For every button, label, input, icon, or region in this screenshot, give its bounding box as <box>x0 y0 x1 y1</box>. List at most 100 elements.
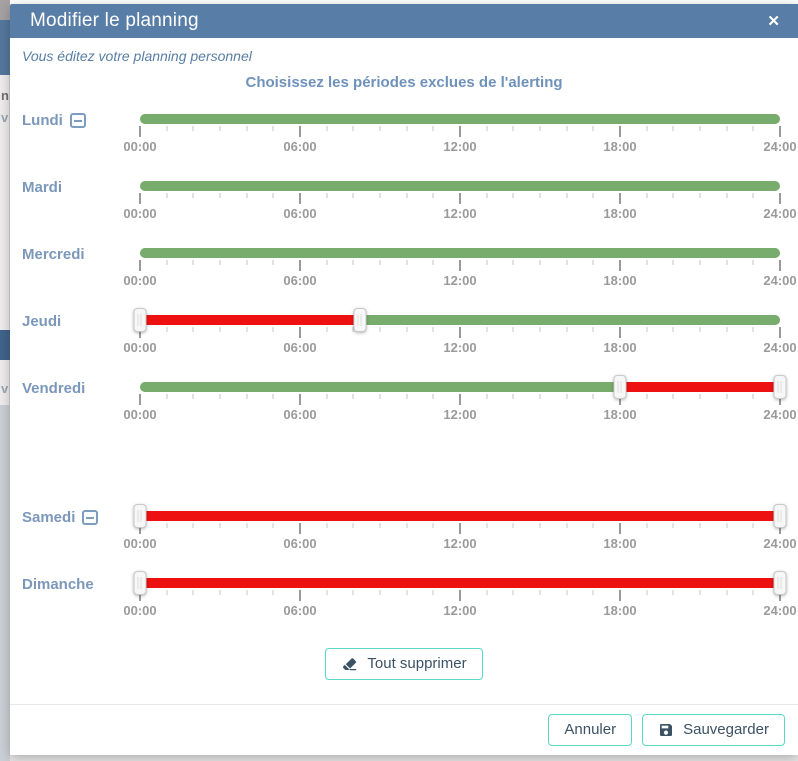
minor-tick <box>432 590 434 595</box>
minor-tick <box>326 394 328 399</box>
minor-tick <box>192 590 194 595</box>
minor-tick <box>512 260 514 265</box>
save-button[interactable]: Sauvegarder <box>642 714 785 746</box>
background-sidebar-edge <box>0 360 10 405</box>
minor-tick <box>539 327 541 332</box>
day-label: Lundi <box>22 112 63 129</box>
close-icon[interactable]: ✕ <box>767 12 780 30</box>
slider-handle[interactable] <box>133 308 147 332</box>
major-tick <box>139 590 141 601</box>
background-text-fragment: v <box>1 110 9 125</box>
time-tick-label: 00:00 <box>123 603 157 618</box>
day-label: Samedi <box>22 509 76 526</box>
edit-planning-modal: Modifier le planning ✕ Vous éditez votre… <box>10 4 798 755</box>
slider-handle[interactable] <box>613 375 627 399</box>
minor-tick <box>566 327 568 332</box>
minor-tick <box>726 590 728 595</box>
major-tick <box>779 260 781 271</box>
slider-track[interactable] <box>140 248 780 258</box>
time-range-slider[interactable]: 00:00 06:00 12:00 18:00 24:00 <box>123 375 797 422</box>
minor-tick <box>219 327 221 332</box>
minor-tick <box>592 590 594 595</box>
minor-tick <box>246 523 248 528</box>
day-rows-container: Lundi 00:00 06:00 12:00 18:00 24:00 Mardi 00… <box>10 110 798 641</box>
minor-tick <box>699 260 701 265</box>
slider-ruler <box>139 327 781 341</box>
slider-handle[interactable] <box>133 571 147 595</box>
minor-tick <box>699 394 701 399</box>
slider-handle[interactable] <box>773 504 787 528</box>
remove-period-button[interactable] <box>69 113 86 128</box>
time-range-slider[interactable]: 00:00 06:00 12:00 18:00 24:00 <box>123 504 797 551</box>
minor-tick <box>512 126 514 131</box>
time-tick-label: 12:00 <box>443 536 477 551</box>
slider-handle[interactable] <box>353 308 367 332</box>
minor-tick <box>592 523 594 528</box>
background-active-menu-edge <box>0 330 10 360</box>
minor-tick <box>379 394 381 399</box>
minor-tick <box>326 260 328 265</box>
time-tick-label: 06:00 <box>283 273 317 288</box>
slider-track[interactable] <box>140 511 780 521</box>
day-label: Dimanche <box>22 576 94 593</box>
minor-tick <box>219 193 221 198</box>
minor-tick <box>166 193 168 198</box>
minor-tick <box>672 193 674 198</box>
minor-tick <box>539 590 541 595</box>
time-tick-label: 12:00 <box>443 340 477 355</box>
slider-track[interactable] <box>140 181 780 191</box>
time-range-slider[interactable]: 00:00 06:00 12:00 18:00 24:00 <box>123 114 797 154</box>
day-row: Lundi 00:00 06:00 12:00 18:00 24:00 <box>10 110 798 156</box>
minor-tick <box>672 590 674 595</box>
major-tick <box>299 590 301 601</box>
minor-tick <box>272 523 274 528</box>
slider-track[interactable] <box>140 315 780 325</box>
time-range-slider[interactable]: 00:00 06:00 12:00 18:00 24:00 <box>123 571 797 618</box>
background-text-fragment: v <box>1 381 9 396</box>
time-tick-label: 24:00 <box>763 273 797 288</box>
slider-segment-available <box>140 114 780 124</box>
major-tick <box>619 590 621 601</box>
time-range-slider[interactable]: 00:00 06:00 12:00 18:00 24:00 <box>123 181 797 221</box>
slider-handle[interactable] <box>773 375 787 399</box>
cancel-button[interactable]: Annuler <box>548 714 633 746</box>
minor-tick <box>566 126 568 131</box>
minor-tick <box>219 590 221 595</box>
minor-tick <box>752 590 754 595</box>
slider-ruler <box>139 193 781 207</box>
time-range-slider[interactable]: 00:00 06:00 12:00 18:00 24:00 <box>123 248 797 288</box>
minor-tick <box>486 394 488 399</box>
major-tick <box>139 394 141 405</box>
major-tick <box>459 394 461 405</box>
slider-segment-available <box>140 181 780 191</box>
minor-tick <box>406 126 408 131</box>
time-tick-label: 24:00 <box>763 536 797 551</box>
minor-tick <box>512 523 514 528</box>
minor-tick <box>166 260 168 265</box>
background-page-edge: n v v <box>0 0 10 761</box>
major-tick <box>779 126 781 137</box>
minor-tick <box>672 260 674 265</box>
slider-handle[interactable] <box>133 504 147 528</box>
slider-ruler <box>139 394 781 408</box>
minor-tick <box>432 126 434 131</box>
major-tick <box>299 394 301 405</box>
slider-track[interactable] <box>140 382 780 392</box>
minor-tick <box>406 260 408 265</box>
slider-track[interactable] <box>140 578 780 588</box>
clear-all-button[interactable]: Tout supprimer <box>325 648 483 680</box>
slider-handle[interactable] <box>773 571 787 595</box>
minor-tick <box>379 327 381 332</box>
day-header: Mardi <box>22 179 62 196</box>
minor-tick <box>219 260 221 265</box>
major-tick <box>459 126 461 137</box>
minor-tick <box>726 327 728 332</box>
slider-ruler <box>139 590 781 604</box>
minor-tick <box>379 193 381 198</box>
remove-period-button[interactable] <box>82 510 99 525</box>
time-range-slider[interactable]: 00:00 06:00 12:00 18:00 24:00 <box>123 308 797 355</box>
slider-track[interactable] <box>140 114 780 124</box>
minor-tick <box>752 260 754 265</box>
modal-title: Modifier le planning <box>30 10 199 31</box>
time-tick-label: 00:00 <box>123 536 157 551</box>
